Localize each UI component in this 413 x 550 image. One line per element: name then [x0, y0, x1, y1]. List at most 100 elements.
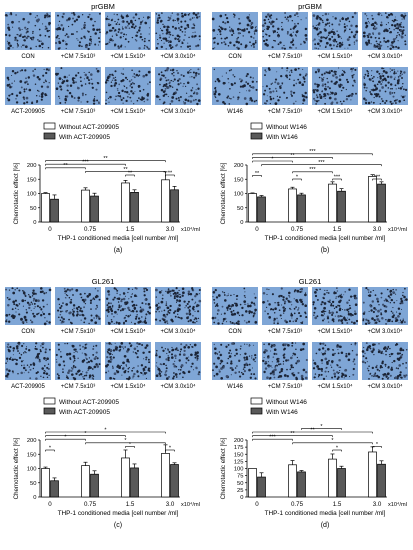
cell-dot: [304, 304, 308, 308]
cell-dot: [194, 34, 197, 38]
cell-dot: [167, 311, 169, 314]
cell-dot: [387, 17, 389, 19]
cell-dot: [353, 73, 355, 76]
cell-dot: [158, 306, 161, 309]
cell-dot: [368, 22, 370, 24]
cell-dot: [245, 90, 248, 92]
cell-dot: [376, 71, 378, 73]
cell-dot: [105, 99, 107, 101]
cell-dot: [126, 78, 129, 81]
cell-dot: [92, 353, 95, 356]
cell-dot: [81, 298, 85, 302]
cell-dot: [225, 345, 228, 348]
cell-dot: [41, 42, 44, 46]
cell-dot: [14, 39, 16, 41]
cell-dot: [26, 301, 30, 304]
cell-dot: [243, 370, 246, 373]
cell-dot: [385, 353, 387, 356]
cell-dot: [187, 300, 190, 303]
cell-dot: [386, 372, 390, 376]
cell-dot: [18, 303, 21, 305]
cell-dot: [55, 41, 58, 45]
cell-dot: [217, 319, 219, 321]
panel-letter: (a): [114, 247, 123, 254]
cell-dot: [385, 99, 388, 102]
cell-dot: [129, 85, 131, 87]
cell-dot: [85, 371, 88, 374]
micrograph-label: +CM 3.0x10⁴: [367, 108, 403, 115]
cell-dot: [330, 304, 333, 307]
cell-dot: [147, 16, 150, 19]
cell-dot: [376, 297, 379, 301]
cell-dot: [271, 82, 273, 84]
cell-dot: [329, 70, 331, 72]
cell-dot: [366, 348, 369, 352]
cell-dot: [248, 345, 251, 347]
cell-dot: [164, 37, 166, 40]
cell-dot: [167, 356, 170, 360]
cell-dot: [397, 307, 401, 310]
cell-dot: [341, 17, 345, 21]
cell-dot: [22, 366, 26, 370]
cell-dot: [251, 357, 253, 359]
cell-dot: [266, 288, 268, 290]
cell-dot: [396, 19, 398, 22]
y-axis-label: Chemotactic effect [%]: [220, 437, 227, 499]
cell-dot: [117, 18, 120, 21]
cell-dot: [80, 37, 83, 40]
cell-dot: [124, 76, 128, 79]
cell-dot: [81, 359, 85, 363]
cell-dot: [94, 288, 96, 290]
cell-dot: [337, 372, 339, 375]
cell-dot: [254, 296, 257, 299]
cell-dot: [321, 77, 323, 79]
cell-dot: [195, 301, 197, 303]
cell-dot: [293, 22, 296, 25]
cell-dot: [254, 321, 258, 324]
cell-dot: [312, 303, 315, 306]
cell-dot: [87, 369, 89, 371]
cell-dot: [23, 90, 26, 93]
cell-dot: [323, 306, 326, 310]
cell-dot: [15, 14, 17, 16]
cell-dot: [55, 361, 58, 363]
cell-dot: [161, 290, 163, 292]
cell-dot: [388, 27, 391, 30]
cell-dot: [339, 75, 341, 77]
cell-dot: [404, 88, 408, 92]
cell-dot: [392, 312, 394, 314]
cell-dot: [22, 17, 25, 21]
cell-dot: [392, 38, 396, 41]
cell-dot: [183, 349, 186, 353]
cell-dot: [188, 36, 190, 39]
cell-dot: [57, 47, 61, 50]
cell-dot: [328, 37, 332, 41]
cell-dot: [43, 81, 45, 84]
cell-dot: [240, 43, 243, 46]
cell-dot: [44, 79, 47, 81]
cell-dot: [35, 94, 38, 97]
cell-dot: [113, 84, 116, 87]
cell-dot: [183, 345, 187, 349]
cell-dot: [280, 317, 282, 320]
cell-dot: [79, 372, 83, 376]
cell-dot: [222, 81, 226, 85]
cell-dot: [265, 71, 267, 73]
cell-dot: [57, 316, 60, 319]
cell-dot: [322, 297, 325, 300]
significance-mark: *: [49, 445, 52, 451]
cell-dot: [81, 352, 83, 354]
cell-dot: [400, 308, 403, 310]
cell-dot: [224, 37, 227, 40]
cell-dot: [132, 367, 134, 369]
legend-label: With W146: [266, 409, 298, 416]
cell-dot: [46, 85, 50, 89]
cell-dot: [48, 348, 51, 351]
cell-dot: [386, 39, 390, 43]
cell-dot: [381, 366, 383, 369]
x-axis-label: THP-1 conditioned media [cell number /ml…: [265, 235, 386, 242]
micrograph: [55, 11, 101, 51]
cell-dot: [396, 81, 400, 85]
cell-dot: [168, 41, 170, 44]
cell-dot: [344, 291, 346, 293]
